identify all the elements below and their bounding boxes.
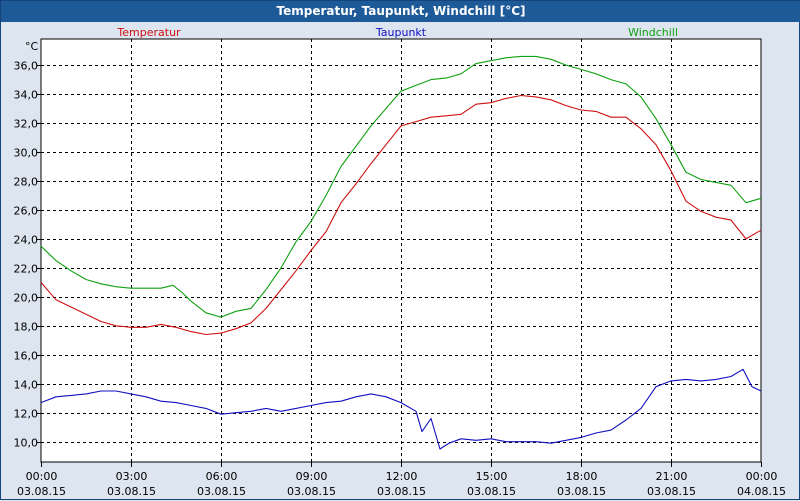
y-axis-label: °C	[25, 40, 39, 53]
x-tick-time: 00:00	[746, 470, 778, 483]
x-tick-date: 03.08.15	[17, 485, 66, 498]
y-tick-label: 32,0	[14, 118, 39, 131]
y-tick-label: 30,0	[14, 147, 39, 160]
series-group	[40, 55, 762, 450]
x-tick-time: 09:00	[296, 470, 328, 483]
series-line-taupunkt	[40, 368, 762, 450]
x-tick-date: 03.08.15	[557, 485, 606, 498]
x-tick-date: 03.08.15	[647, 485, 696, 498]
y-tick-label: 16,0	[14, 350, 39, 363]
x-tick-time: 06:00	[206, 470, 238, 483]
x-tick-time: 21:00	[656, 470, 688, 483]
x-axis: 00:00 03.08.15 03:00 03.08.15 06:00 03.08.15 0…	[17, 462, 786, 498]
series-line-windchill	[40, 55, 762, 318]
legend-temperatur: Temperatur	[116, 26, 181, 39]
grid-lines	[41, 39, 761, 462]
y-tick-label: 22,0	[14, 263, 39, 276]
x-tick-time: 18:00	[566, 470, 598, 483]
y-tick-label: 36,0	[14, 60, 39, 73]
series-line-temperatur	[40, 94, 762, 336]
x-tick-date: 03.08.15	[197, 485, 246, 498]
y-tick-label: 26,0	[14, 205, 39, 218]
y-tick-label: 20,0	[14, 292, 39, 305]
y-tick-label: 18,0	[14, 321, 39, 334]
x-tick-time: 15:00	[476, 470, 508, 483]
legend: Temperatur Taupunkt Windchill	[116, 26, 678, 39]
x-tick-time: 00:00	[26, 470, 58, 483]
y-axis: 10,0 12,0 14,0 16,0 18,0 20,0 22,0 24,0 26,0 28,0…	[14, 60, 41, 450]
x-tick-date: 03.08.15	[107, 485, 156, 498]
legend-taupunkt: Taupunkt	[375, 26, 427, 39]
x-tick-date: 04.08.15	[737, 485, 786, 498]
x-tick-date: 03.08.15	[467, 485, 516, 498]
x-tick-date: 03.08.15	[287, 485, 336, 498]
x-tick-time: 12:00	[386, 470, 418, 483]
y-tick-label: 28,0	[14, 176, 39, 189]
window-title: Temperatur, Taupunkt, Windchill [°C]	[1, 1, 800, 22]
y-tick-label: 14,0	[14, 379, 39, 392]
y-tick-label: 12,0	[14, 408, 39, 421]
x-tick-date: 03.08.15	[377, 485, 426, 498]
legend-windchill: Windchill	[628, 26, 678, 39]
y-tick-label: 34,0	[14, 89, 39, 102]
y-tick-label: 10,0	[14, 437, 39, 450]
x-tick-time: 03:00	[116, 470, 148, 483]
y-tick-label: 24,0	[14, 234, 39, 247]
